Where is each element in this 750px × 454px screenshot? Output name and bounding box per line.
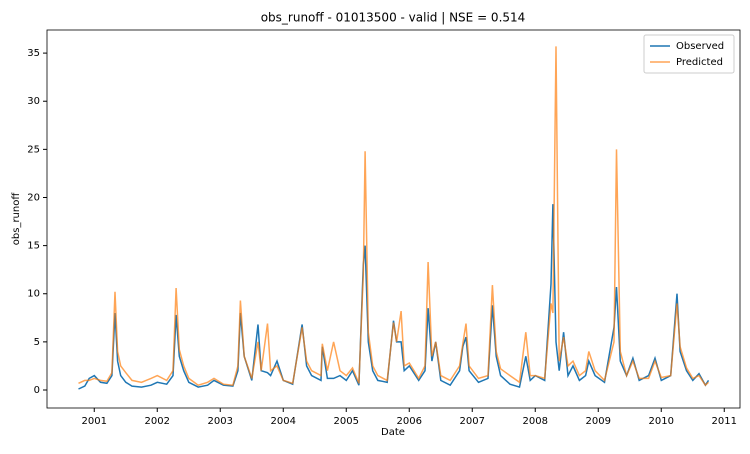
- y-tick-label: 30: [27, 96, 40, 107]
- y-tick-label: 5: [34, 337, 40, 348]
- x-tick-label: 2011: [712, 416, 737, 427]
- x-tick-label: 2010: [649, 416, 674, 427]
- x-tick-label: 2008: [523, 416, 548, 427]
- y-tick-label: 35: [27, 48, 40, 59]
- x-tick-label: 2007: [460, 416, 485, 427]
- y-tick-label: 25: [27, 144, 40, 155]
- x-axis-label: Date: [381, 427, 405, 438]
- legend-label: Observed: [676, 41, 724, 52]
- x-tick-label: 2002: [145, 416, 170, 427]
- chart-title: obs_runoff - 01013500 - valid | NSE = 0.…: [261, 11, 526, 25]
- y-tick-label: 20: [27, 192, 40, 203]
- x-tick-label: 2003: [208, 416, 233, 427]
- x-tick-label: 2006: [397, 416, 422, 427]
- y-tick-label: 15: [27, 241, 40, 252]
- plot-frame: [46, 29, 741, 409]
- x-tick-label: 2009: [586, 416, 611, 427]
- y-tick-label: 10: [27, 289, 40, 300]
- x-tick-label: 2004: [271, 416, 296, 427]
- y-axis-label: obs_runoff: [11, 192, 22, 246]
- x-tick-label: 2005: [334, 416, 359, 427]
- x-tick-label: 2001: [82, 416, 107, 427]
- legend-box: [643, 34, 735, 74]
- series-line: [78, 46, 710, 387]
- legend-label: Predicted: [676, 57, 723, 68]
- y-tick-label: 0: [34, 385, 40, 396]
